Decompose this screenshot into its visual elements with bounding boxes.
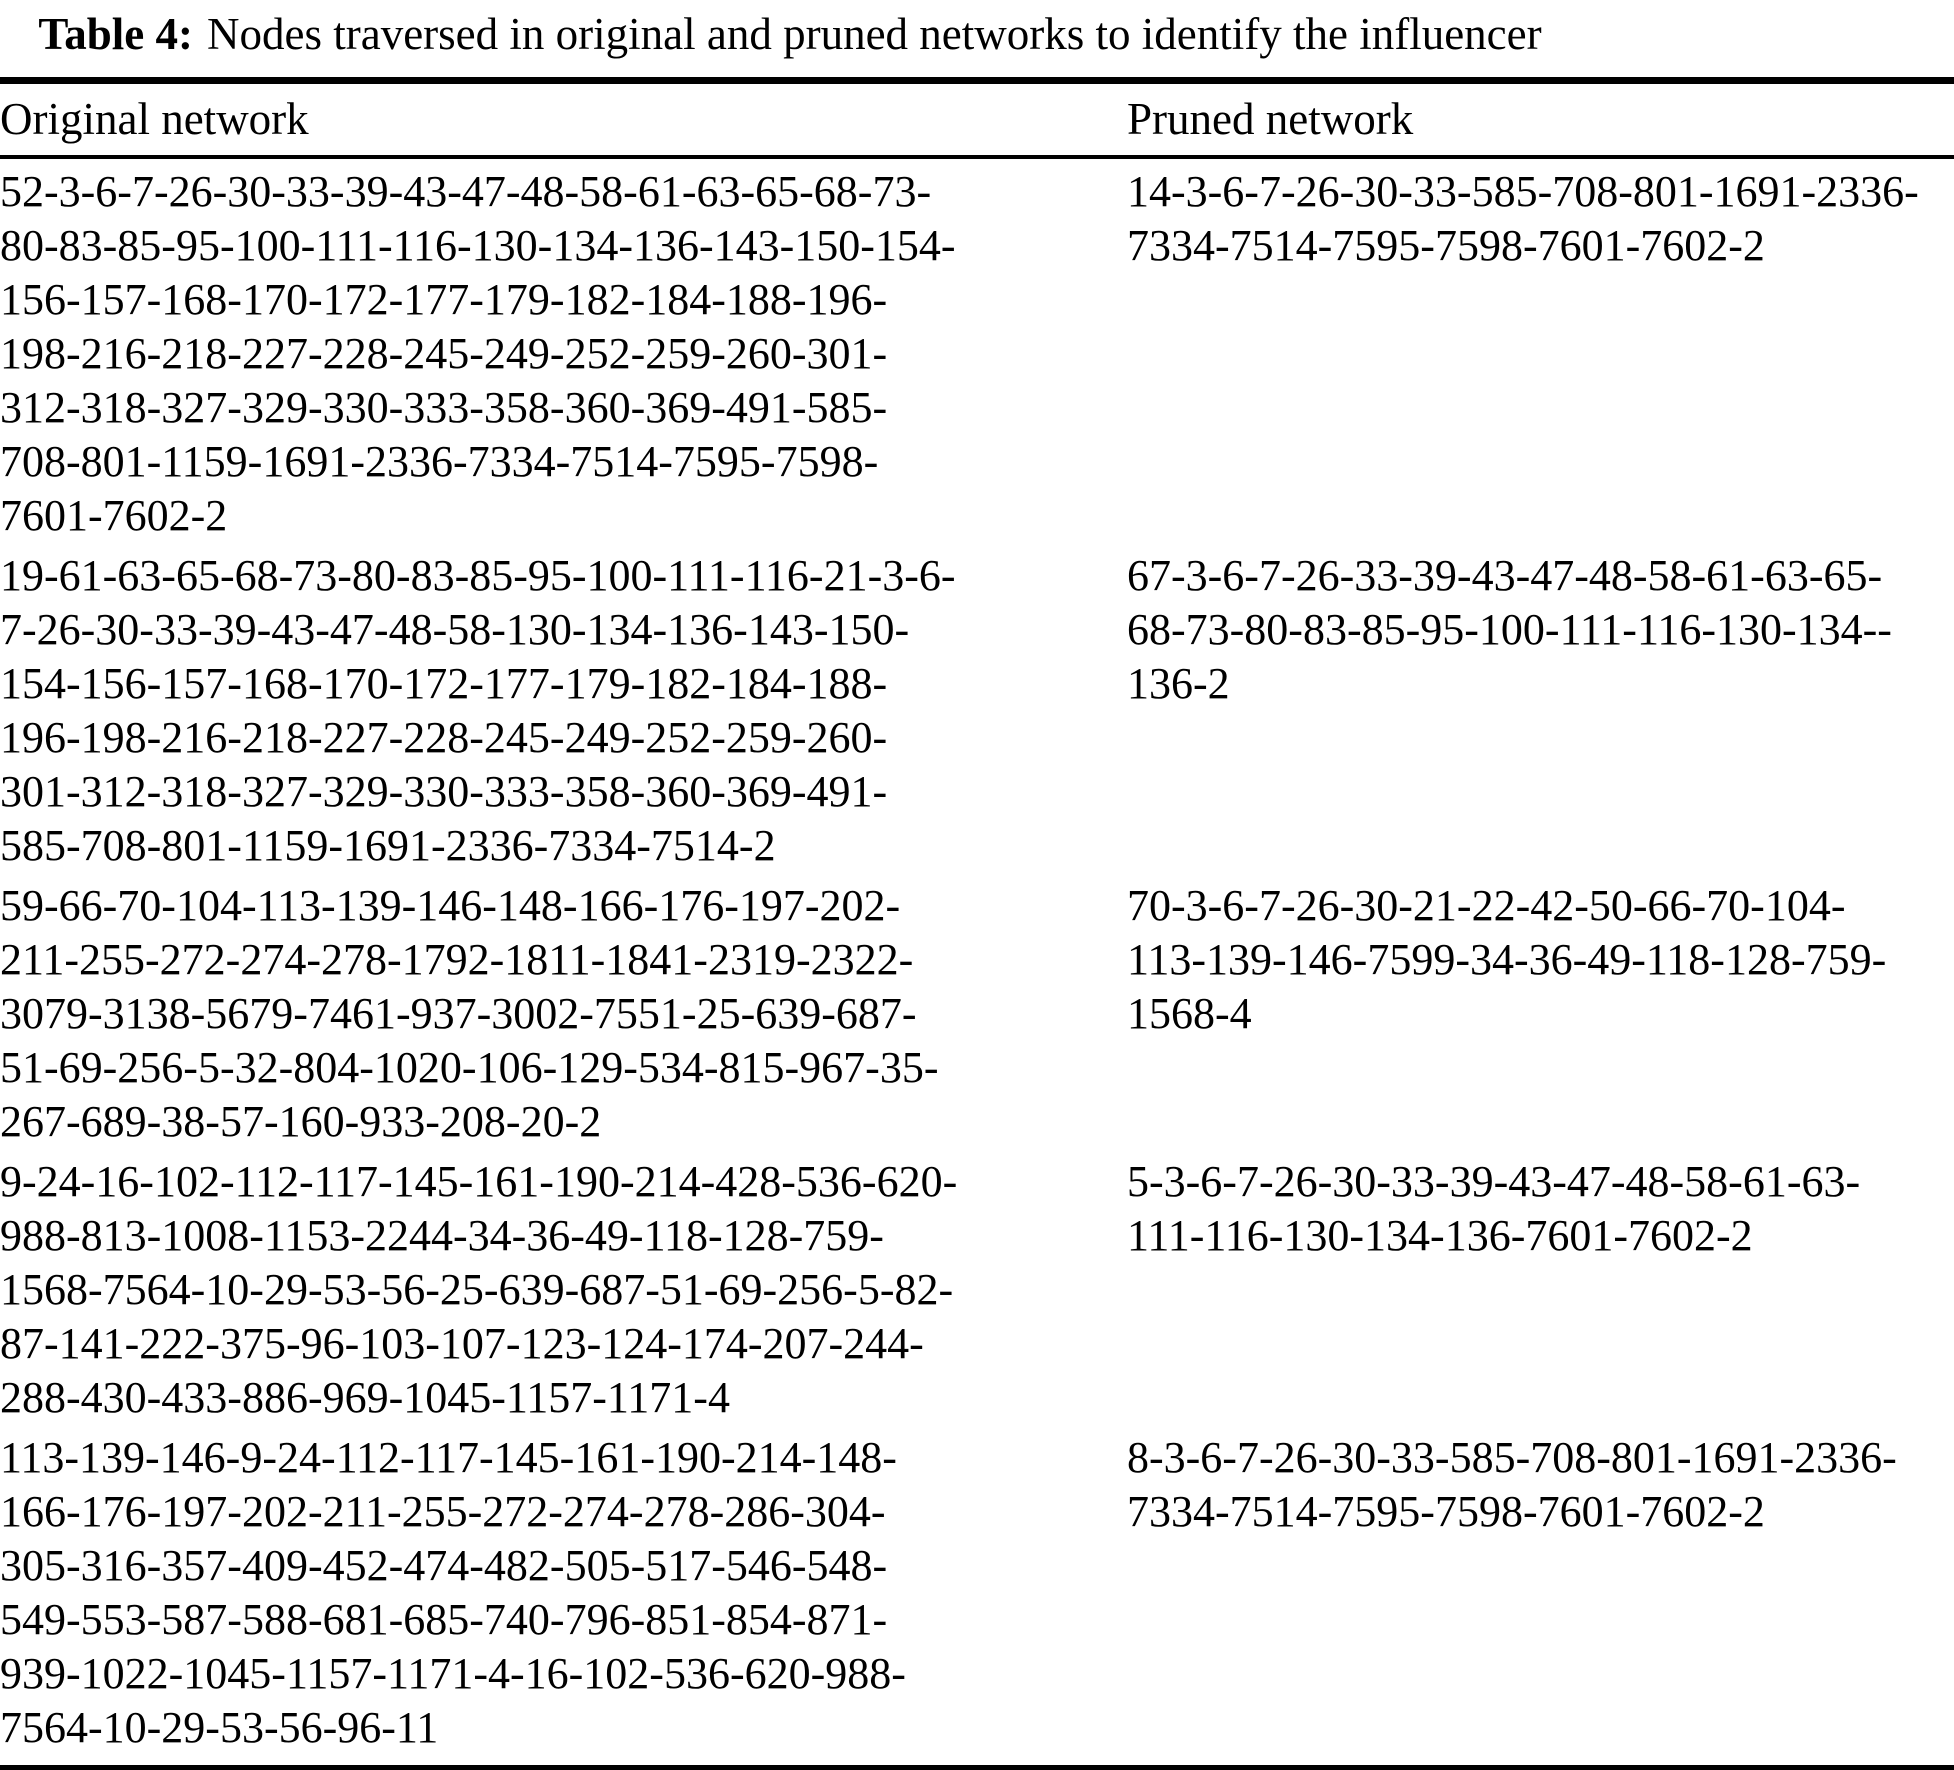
original-network-sequence-3: 59-66-70-104-113-139-146-148-166-176-197… xyxy=(0,881,939,1146)
caption-label: Table 4: xyxy=(38,9,193,59)
pruned-network-sequence-2: 67-3-6-7-26-33-39-43-47-48-58-61-63-65- … xyxy=(1127,551,1892,708)
pruned-network-sequence-5: 8-3-6-7-26-30-33-585-708-801-1691-2336- … xyxy=(1127,1433,1897,1536)
column-header-pruned-network: Pruned network xyxy=(1127,80,1954,159)
original-network-sequence-5: 113-139-146-9-24-112-117-145-161-190-214… xyxy=(0,1433,906,1752)
table-row: 113-139-146-9-24-112-117-145-161-190-214… xyxy=(0,1425,1954,1768)
table-row: 9-24-16-102-112-117-145-161-190-214-428-… xyxy=(0,1149,1954,1425)
column-header-original-network: Original network xyxy=(0,80,1127,159)
table-row: 52-3-6-7-26-30-33-39-43-47-48-58-61-63-6… xyxy=(0,157,1954,543)
header-row: Original network Pruned network xyxy=(0,80,1954,159)
caption-text: Nodes traversed in original and pruned n… xyxy=(207,9,1542,59)
table-caption: Table 4: Nodes traversed in original and … xyxy=(0,8,1580,60)
pruned-network-sequence-3: 70-3-6-7-26-30-21-22-42-50-66-70-104- 11… xyxy=(1127,881,1887,1038)
nodes-traversed-table: Original network Pruned network 52-3-6-7… xyxy=(0,77,1954,1770)
table-row: 59-66-70-104-113-139-146-148-166-176-197… xyxy=(0,873,1954,1149)
original-network-sequence-1: 52-3-6-7-26-30-33-39-43-47-48-58-61-63-6… xyxy=(0,167,956,540)
paper-page: Table 4: Nodes traversed in original and … xyxy=(0,8,1954,1770)
original-network-sequence-4: 9-24-16-102-112-117-145-161-190-214-428-… xyxy=(0,1157,958,1422)
pruned-network-sequence-1: 14-3-6-7-26-30-33-585-708-801-1691-2336-… xyxy=(1127,167,1919,270)
pruned-network-sequence-4: 5-3-6-7-26-30-33-39-43-47-48-58-61-63- 1… xyxy=(1127,1157,1861,1260)
original-network-sequence-2: 19-61-63-65-68-73-80-83-85-95-100-111-11… xyxy=(0,551,956,870)
table-row: 19-61-63-65-68-73-80-83-85-95-100-111-11… xyxy=(0,543,1954,873)
